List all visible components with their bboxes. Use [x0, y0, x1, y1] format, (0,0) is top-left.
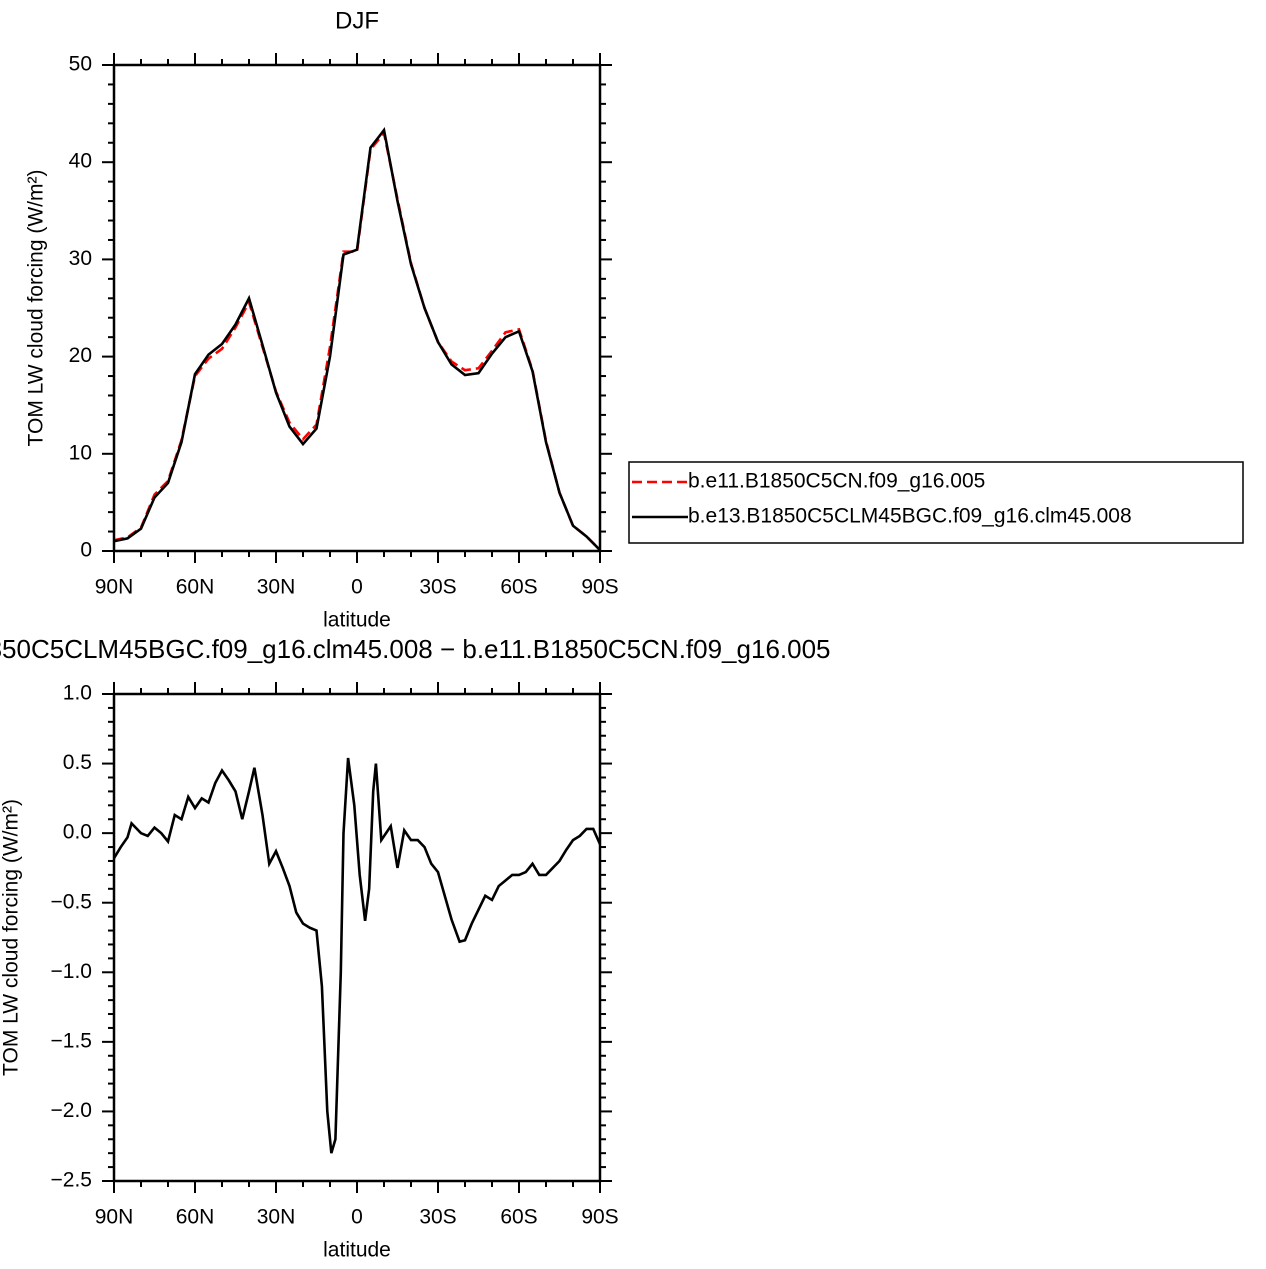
y-tick-label: −1.5 [51, 1029, 92, 1052]
x-tick-label: 90S [581, 1206, 618, 1229]
x-tick-label: 90N [95, 576, 134, 599]
legend-label: b.e11.B1850C5CN.f09_g16.005 [688, 470, 985, 493]
data-line [113, 127, 601, 551]
chart-title: DJF [335, 7, 379, 34]
x-axis-label: latitude [323, 609, 391, 632]
y-tick-label: 0 [80, 539, 92, 562]
x-tick-label: 60S [500, 576, 537, 599]
y-tick-label: 10 [69, 441, 92, 464]
x-tick-label: 30N [257, 1206, 296, 1229]
y-tick-label: −0.5 [51, 890, 92, 913]
x-tick-label: 60S [500, 1206, 537, 1229]
y-tick-label: 0.5 [63, 751, 92, 774]
x-tick-label: 60N [176, 1206, 215, 1229]
y-tick-label: −2.5 [51, 1169, 92, 1192]
y-tick-label: 30 [69, 247, 92, 270]
plot-frame [112, 692, 602, 1183]
x-axis-label: latitude [323, 1239, 391, 1262]
y-tick-label: 50 [69, 53, 92, 76]
y-tick-label: 0.0 [63, 821, 92, 844]
y-tick-label: 1.0 [63, 682, 92, 705]
legend-box [628, 461, 1244, 544]
y-tick-label: 40 [69, 150, 92, 173]
data-line [113, 130, 601, 551]
y-axis-label: TOM LW cloud forcing (W/m²) [0, 799, 23, 1076]
y-axis-label: TOM LW cloud forcing (W/m²) [25, 170, 48, 447]
data-line [112, 757, 602, 1154]
chart-title: b.e13.B1850C5CLM45BGC.f09_g16.clm45.008 … [0, 634, 831, 664]
y-tick-label: −1.0 [51, 960, 92, 983]
x-tick-label: 0 [351, 576, 363, 599]
plot-frame [112, 63, 602, 553]
legend-label: b.e13.B1850C5CLM45BGC.f09_g16.clm45.008 [688, 505, 1132, 528]
y-tick-label: −2.0 [51, 1099, 92, 1122]
x-tick-label: 30S [419, 1206, 456, 1229]
x-tick-label: 90N [95, 1206, 134, 1229]
y-tick-label: 20 [69, 344, 92, 367]
x-tick-label: 90S [581, 576, 618, 599]
x-tick-label: 60N [176, 576, 215, 599]
x-tick-label: 30N [257, 576, 296, 599]
x-tick-label: 0 [351, 1206, 363, 1229]
x-tick-label: 30S [419, 576, 456, 599]
